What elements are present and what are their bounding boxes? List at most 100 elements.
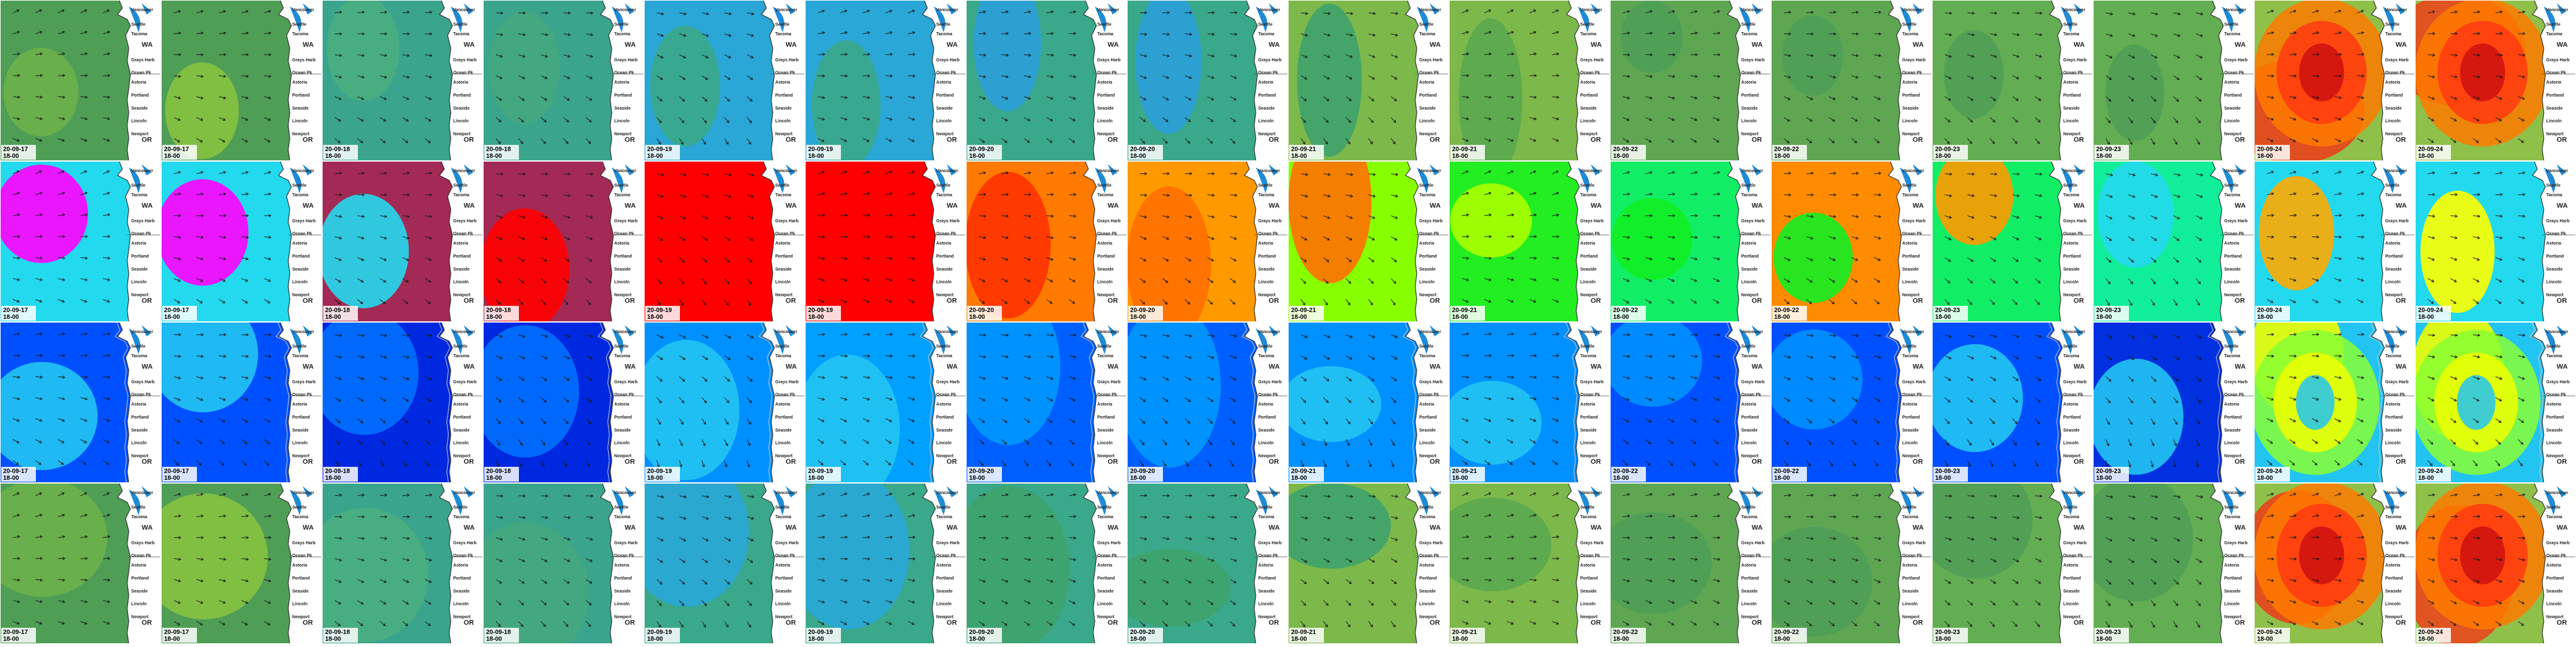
place-label: Astoria: [936, 402, 951, 407]
place-label: Grays Harb: [292, 219, 316, 224]
place-label: Astoria: [292, 80, 307, 85]
forecast-date: 20-09-18: [486, 468, 511, 475]
forecast-date: 20-09-18: [325, 307, 350, 314]
place-label: Seattle: [614, 506, 629, 510]
place-label: Lincoln: [1902, 280, 1918, 285]
place-label: Astoria: [775, 80, 790, 85]
place-label: Seaside: [453, 428, 470, 433]
forecast-time: 18-00: [1130, 475, 1146, 482]
place-label: WA: [786, 41, 797, 48]
place-label: Astoria: [775, 563, 790, 568]
place-label: Astoria: [292, 241, 307, 246]
place-label: Portland: [614, 93, 632, 98]
place-label: Seattle: [936, 345, 951, 349]
place-label: Lincoln: [131, 602, 147, 607]
place-label: OR: [303, 297, 313, 305]
place-label: Tacoma: [1902, 32, 1918, 37]
place-label: Seattle: [2224, 184, 2239, 188]
place-label: Astoria: [131, 402, 146, 407]
place-label: Seattle: [1741, 184, 1756, 188]
place-label: OR: [1430, 136, 1440, 144]
place-label: Tacoma: [453, 354, 469, 358]
place-label: Grays Harb: [1580, 219, 1604, 224]
place-label: OR: [625, 458, 635, 466]
place-label: WA: [1108, 363, 1119, 370]
place-label: OR: [2396, 458, 2406, 466]
place-label: Seattle: [2063, 23, 2078, 27]
place-label: Ocean Pk: [2546, 71, 2566, 76]
place-label: Ocean Pk: [2385, 393, 2405, 397]
place-label: Portland: [1741, 415, 1759, 420]
place-label: Ocean Pk: [2063, 71, 2083, 76]
place-label: OR: [1269, 458, 1279, 466]
place-label: Portland: [775, 576, 793, 581]
wind-arrow: [2012, 13, 2019, 14]
place-label: Tacoma: [453, 515, 469, 519]
place-label: Seaside: [131, 267, 148, 272]
place-label: Tacoma: [614, 515, 630, 519]
forecast-time: 18-00: [2418, 153, 2434, 160]
place-label: OR: [625, 297, 635, 305]
place-label: Seaside: [453, 589, 470, 594]
place-label: Vancouver: [936, 8, 959, 12]
place-label: Seattle: [2546, 23, 2561, 27]
place-label: Tacoma: [1580, 32, 1596, 37]
place-label: OR: [2074, 136, 2084, 144]
place-label: OR: [1108, 297, 1118, 305]
place-label: Astoria: [1097, 80, 1112, 85]
forecast-date: 20-09-18: [486, 629, 511, 636]
forecast-time: 18-00: [1935, 314, 1951, 321]
forecast-time: 18-00: [1291, 153, 1307, 160]
place-label: Vancouver: [614, 169, 637, 173]
place-label: OR: [464, 136, 474, 144]
place-label: Grays Harb: [1097, 219, 1121, 224]
place-label: Grays Harb: [292, 58, 316, 63]
place-label: Lincoln: [292, 441, 308, 446]
place-label: Grays Harb: [936, 380, 960, 384]
forecast-time: 18-00: [486, 636, 502, 643]
value-region: [489, 11, 560, 124]
place-label: Seattle: [775, 345, 790, 349]
place-label: Vancouver: [1097, 169, 1120, 173]
place-label: Astoria: [453, 80, 468, 85]
place-label: Vancouver: [775, 8, 798, 12]
place-label: Ocean Pk: [1419, 393, 1439, 397]
forecast-date: 20-09-22: [1774, 307, 1799, 314]
place-label: Grays Harb: [2546, 219, 2570, 224]
place-label: Ocean Pk: [936, 393, 956, 397]
place-label: Grays Harb: [2063, 58, 2087, 63]
place-label: Ocean Pk: [131, 393, 151, 397]
forecast-time: 18-00: [2418, 475, 2434, 482]
value-region: [1442, 381, 1541, 464]
place-label: WA: [303, 524, 314, 531]
place-label: Astoria: [131, 563, 146, 568]
forecast-date: 20-09-19: [647, 629, 672, 636]
forecast-time: 18-00: [808, 475, 824, 482]
place-label: Ocean Pk: [1097, 393, 1117, 397]
value-region: [2097, 162, 2174, 268]
place-label: Lincoln: [936, 119, 952, 124]
place-label: Lincoln: [131, 441, 147, 446]
place-label: Tacoma: [1097, 193, 1113, 198]
place-label: WA: [2557, 41, 2568, 48]
place-label: Seaside: [775, 589, 792, 594]
place-label: OR: [2396, 136, 2406, 144]
place-label: Lincoln: [1419, 441, 1435, 446]
place-label: WA: [625, 41, 636, 48]
place-label: Seattle: [614, 23, 629, 27]
forecast-time: 18-00: [2257, 475, 2273, 482]
place-label: Tacoma: [614, 354, 630, 358]
place-label: Ocean Pk: [1741, 232, 1761, 237]
place-label: Astoria: [1741, 402, 1756, 407]
place-label: OR: [2235, 297, 2245, 305]
place-label: Ocean Pk: [1902, 232, 1922, 237]
value-region: [650, 26, 720, 147]
place-label: Ocean Pk: [2063, 393, 2083, 397]
place-label: Portland: [1902, 93, 1920, 98]
place-label: Lincoln: [1258, 119, 1274, 124]
place-label: Lincoln: [131, 119, 147, 124]
value-region: [2421, 191, 2495, 313]
place-label: Seattle: [1097, 23, 1112, 27]
